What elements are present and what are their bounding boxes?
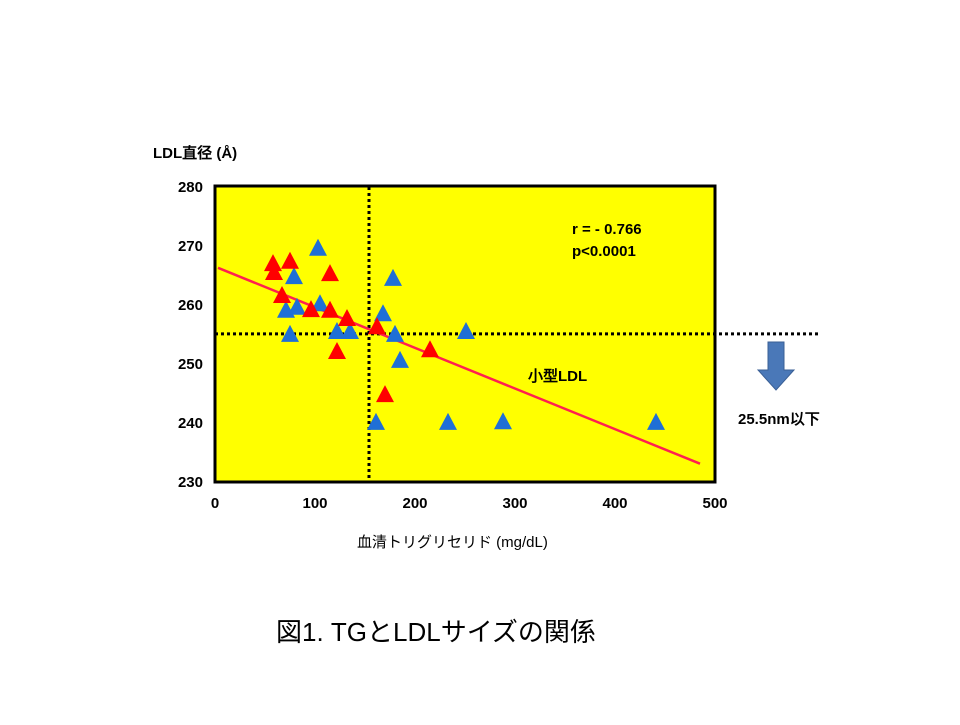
- x-tick-label: 0: [211, 495, 219, 512]
- x-tick-label: 200: [402, 495, 427, 512]
- red-data-point: [368, 317, 386, 335]
- blue-data-point: [374, 304, 392, 322]
- red-data-point: [302, 300, 320, 318]
- red-data-point: [264, 254, 282, 272]
- red-data-point: [265, 262, 283, 280]
- x-tick-label: 300: [502, 495, 527, 512]
- blue-data-point: [391, 350, 409, 368]
- x-tick-label: 500: [702, 495, 727, 512]
- red-data-point: [376, 385, 394, 403]
- r-annotation: r = - 0.766: [572, 221, 642, 238]
- red-data-point: [273, 285, 291, 303]
- small-ldl-label: 小型LDL: [528, 367, 587, 385]
- blue-data-point: [309, 238, 327, 256]
- threshold-label: 25.5nm以下: [738, 411, 820, 428]
- y-tick-label: 230: [178, 474, 203, 491]
- x-axis-label: 血清トリグリセリド (mg/dL): [357, 534, 548, 551]
- red-data-point: [421, 340, 439, 358]
- y-tick-label: 250: [178, 356, 203, 373]
- blue-data-point: [288, 297, 306, 315]
- red-data-point: [321, 264, 339, 282]
- red-data-point: [281, 251, 299, 269]
- blue-data-point: [281, 324, 299, 342]
- blue-data-point: [285, 267, 303, 285]
- blue-data-point: [384, 268, 402, 286]
- red-data-point: [321, 300, 339, 318]
- x-tick-label: 400: [602, 495, 627, 512]
- y-tick-label: 280: [178, 179, 203, 196]
- x-tick-label: 100: [302, 495, 327, 512]
- blue-data-point: [647, 412, 665, 430]
- blue-data-point: [367, 412, 385, 430]
- red-data-point: [328, 342, 346, 360]
- p-annotation: p<0.0001: [572, 243, 636, 260]
- red-data-point: [338, 308, 356, 326]
- y-tick-label: 260: [178, 297, 203, 314]
- blue-data-point: [457, 321, 475, 339]
- y-axis-label: LDL直径 (Å): [153, 144, 237, 162]
- y-tick-label: 240: [178, 415, 203, 432]
- blue-data-point: [386, 324, 404, 342]
- blue-data-point: [341, 321, 359, 339]
- blue-data-point: [494, 412, 512, 430]
- down-arrow-icon: [756, 341, 796, 391]
- blue-data-point: [328, 321, 346, 339]
- blue-data-point: [439, 412, 457, 430]
- figure-caption: 図1. TGとLDLサイズの関係: [276, 617, 596, 647]
- y-tick-label: 270: [178, 238, 203, 255]
- blue-data-point: [311, 294, 329, 312]
